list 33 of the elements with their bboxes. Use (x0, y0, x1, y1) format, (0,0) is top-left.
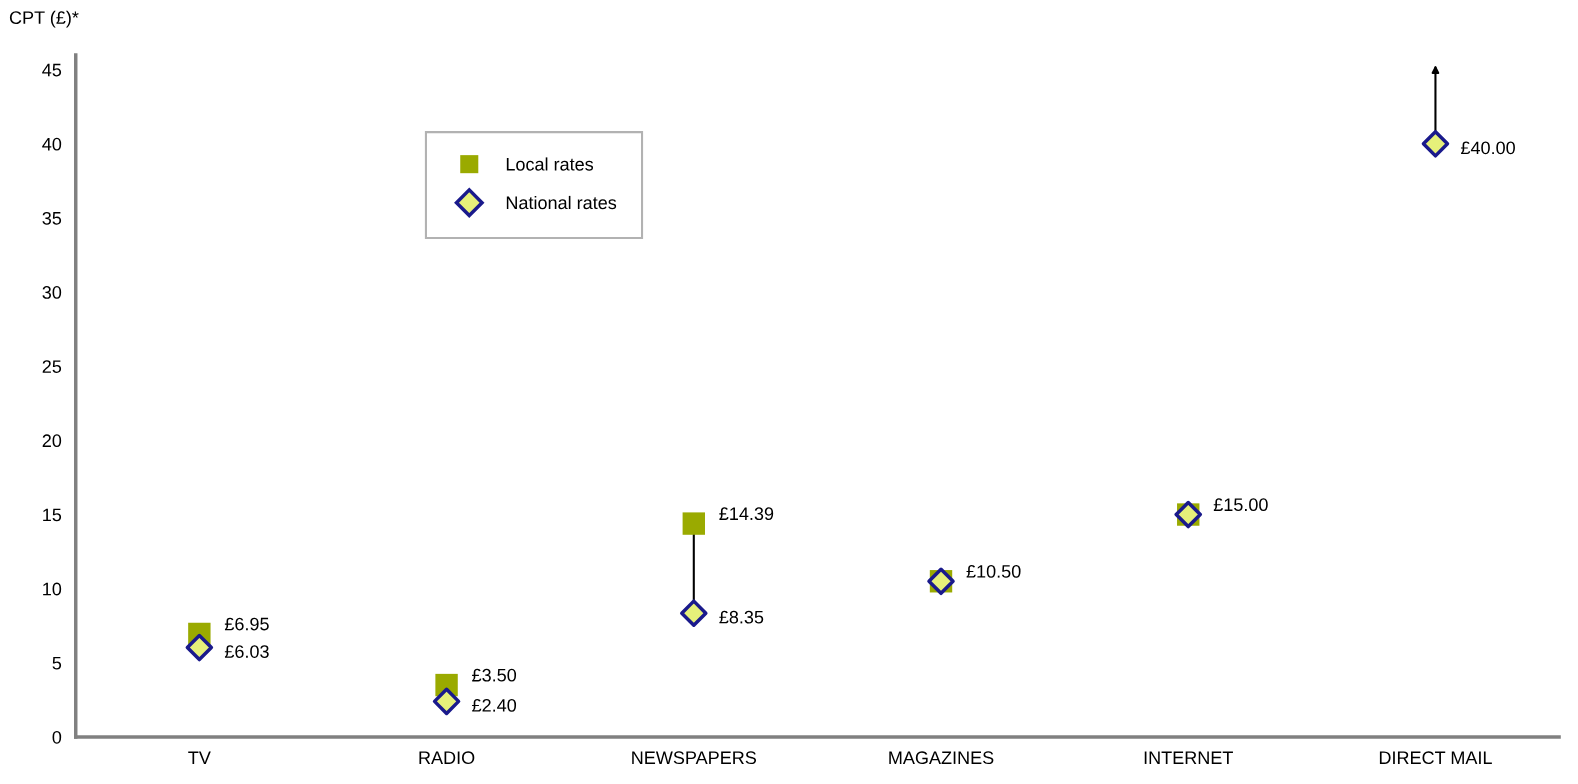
legend-label: National rates (506, 195, 617, 210)
x-tick-label: INTERNET (1144, 751, 1233, 764)
data-label: £6.95 (224, 617, 269, 631)
y-tick-label: 15 (43, 508, 62, 522)
data-label: £10.50 (966, 565, 1021, 578)
point (682, 512, 705, 535)
y-tick-label: 45 (42, 63, 62, 77)
data-label: £15.00 (1213, 498, 1268, 512)
y-axis-title: CPT (£)* (9, 10, 79, 28)
y-tick-label: 20 (42, 434, 62, 448)
point (1421, 130, 1450, 158)
data-label: £40.00 (1460, 141, 1515, 155)
data-label: £14.39 (719, 507, 774, 521)
y-tick-label: 25 (42, 360, 62, 373)
x-tick-label: DIRECT MAIL (1379, 751, 1492, 765)
y-tick-label: 0 (52, 730, 62, 744)
point (680, 599, 708, 627)
data-label: £6.03 (224, 645, 269, 658)
y-tick-label: 10 (43, 582, 62, 596)
y-tick-label: 5 (52, 656, 62, 670)
legend-label: Local rates (506, 157, 594, 171)
y-tick-label: 30 (42, 286, 62, 299)
x-tick-label: NEWSPAPERS (632, 751, 757, 765)
data-label: £8.35 (719, 610, 764, 624)
x-tick-label: RADIO (419, 751, 475, 765)
y-tick-label: 40 (42, 137, 62, 151)
data-label: £3.50 (472, 668, 517, 682)
point (432, 687, 461, 716)
point (185, 633, 214, 662)
x-tick-label: MAGAZINES (889, 751, 994, 765)
y-tick-label: 35 (42, 211, 62, 225)
data-label: £2.40 (472, 698, 517, 712)
x-tick-label: TV (188, 751, 211, 764)
